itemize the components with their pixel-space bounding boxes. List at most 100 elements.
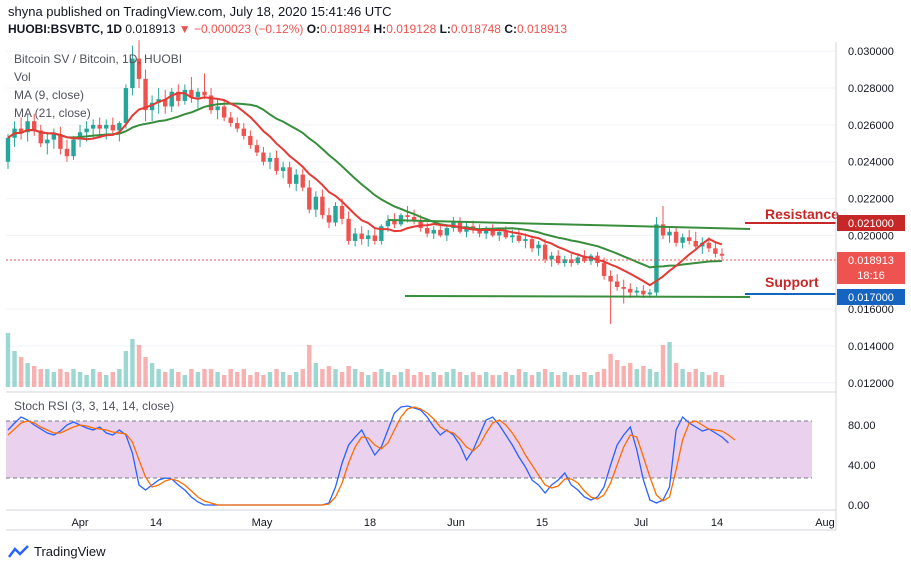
volume-bar (385, 372, 391, 387)
ma21-label: MA (21, close) (14, 106, 91, 120)
time-tick-8: Aug (815, 517, 835, 529)
volume-bar (90, 369, 96, 387)
volume-bar (457, 372, 463, 387)
volume-bar (117, 369, 122, 387)
candle-body (352, 233, 358, 241)
price-tick-7: 0.014000 (848, 341, 894, 353)
volume-bar (536, 372, 541, 387)
chart-title: Bitcoin SV / Bitcoin, 1D, HUOBI (14, 52, 182, 66)
candle-body (130, 58, 135, 89)
volume-bar (490, 375, 495, 387)
symbol: HUOBI:BSVBTC, 1D (8, 22, 123, 36)
price-tick-1: 0.028000 (848, 83, 894, 95)
stoch-d-line (7, 406, 736, 506)
candle-body (182, 89, 188, 101)
candle-body (117, 123, 122, 131)
candle-body (523, 239, 528, 241)
volume-bar (379, 369, 384, 387)
support-price-tag (837, 289, 905, 305)
candle-body (497, 231, 502, 236)
candle-body (326, 215, 332, 223)
candle-body (294, 174, 299, 184)
volume-bar (254, 372, 260, 387)
stoch-rsi-label: Stoch RSI (3, 3, 14, 14, close) (14, 399, 174, 413)
candle-body (510, 235, 515, 238)
volume-bar (588, 375, 594, 387)
volume-bar (700, 372, 705, 387)
candle-body (641, 290, 646, 295)
volume-bar (608, 354, 613, 387)
volume-bar (287, 375, 292, 387)
volume-bar (359, 372, 364, 387)
price-tick-5: 0.020000 (848, 230, 894, 242)
volume-bar (503, 372, 508, 387)
volume-bar (25, 363, 30, 387)
volume-bar (444, 372, 450, 387)
volume-bar (320, 369, 325, 387)
time-tick-3: 18 (364, 517, 376, 529)
candle-body (444, 228, 450, 236)
volume-bar (248, 375, 253, 387)
volume-bar (45, 369, 50, 387)
volume-bar (451, 369, 456, 387)
volume-bar (438, 375, 443, 387)
candle-body (104, 124, 109, 129)
candle-body (300, 174, 305, 188)
candle-body (169, 91, 174, 107)
volume-bar (549, 372, 554, 387)
candle-body (621, 287, 626, 289)
volume-bar (215, 372, 220, 387)
candle-body (320, 196, 325, 216)
volume-bar (431, 372, 436, 387)
price-tick-4: 0.022000 (848, 194, 894, 206)
close-value: 0.018913 (517, 22, 568, 36)
candle-body (536, 244, 541, 249)
time-tick-7: 14 (711, 517, 723, 529)
down-arrow-icon: ▼ (178, 22, 191, 36)
candle-body (490, 229, 495, 236)
volume-bar (706, 375, 712, 387)
time-tick-4: Jun (447, 517, 465, 529)
volume-bar (575, 375, 581, 387)
volume-bar (477, 375, 482, 387)
footer[interactable]: TradingView (8, 544, 106, 559)
volume-bar (182, 375, 188, 387)
volume-bar (58, 369, 63, 387)
volume-bar (346, 366, 351, 387)
volume-bar (123, 351, 129, 387)
volume-bar (687, 372, 692, 387)
candle-body (529, 239, 535, 249)
candle-body (261, 152, 266, 162)
volume-bar (366, 375, 371, 387)
open-label: O: (306, 22, 321, 36)
resistance-price-tag (837, 215, 905, 231)
volume-bar (713, 372, 718, 387)
candle-body (719, 253, 725, 256)
time-axis[interactable]: Apr 14 May 18 Jun 15 Jul 14 Aug (71, 517, 834, 529)
candle-body (267, 158, 273, 162)
volume-bar (221, 375, 227, 387)
candle-body (713, 248, 718, 254)
volume-bar (169, 369, 174, 387)
stoch-k-line (7, 405, 729, 506)
low-value: 0.018748 (450, 22, 501, 36)
volume-bar (398, 372, 404, 387)
candle-body (706, 242, 712, 249)
candle-body (438, 229, 443, 236)
candle-body (25, 121, 30, 133)
rsi-tick-0: 80.00 (848, 420, 876, 432)
candle-body (647, 292, 653, 295)
ma21-line (7, 102, 722, 269)
volume-bar (673, 363, 679, 387)
rsi-axis: 80.00 40.00 0.00 (848, 420, 876, 512)
candle-body (601, 263, 607, 276)
candle-body (202, 91, 207, 96)
candle-body (339, 205, 345, 219)
volume-bar (136, 345, 142, 387)
volume-bar (425, 375, 430, 387)
volume-bar (307, 345, 312, 387)
candle-body (45, 139, 50, 144)
volume-bar (614, 360, 620, 387)
price-axis[interactable]: 0.030000 0.028000 0.026000 0.024000 0.022000… (848, 46, 894, 390)
